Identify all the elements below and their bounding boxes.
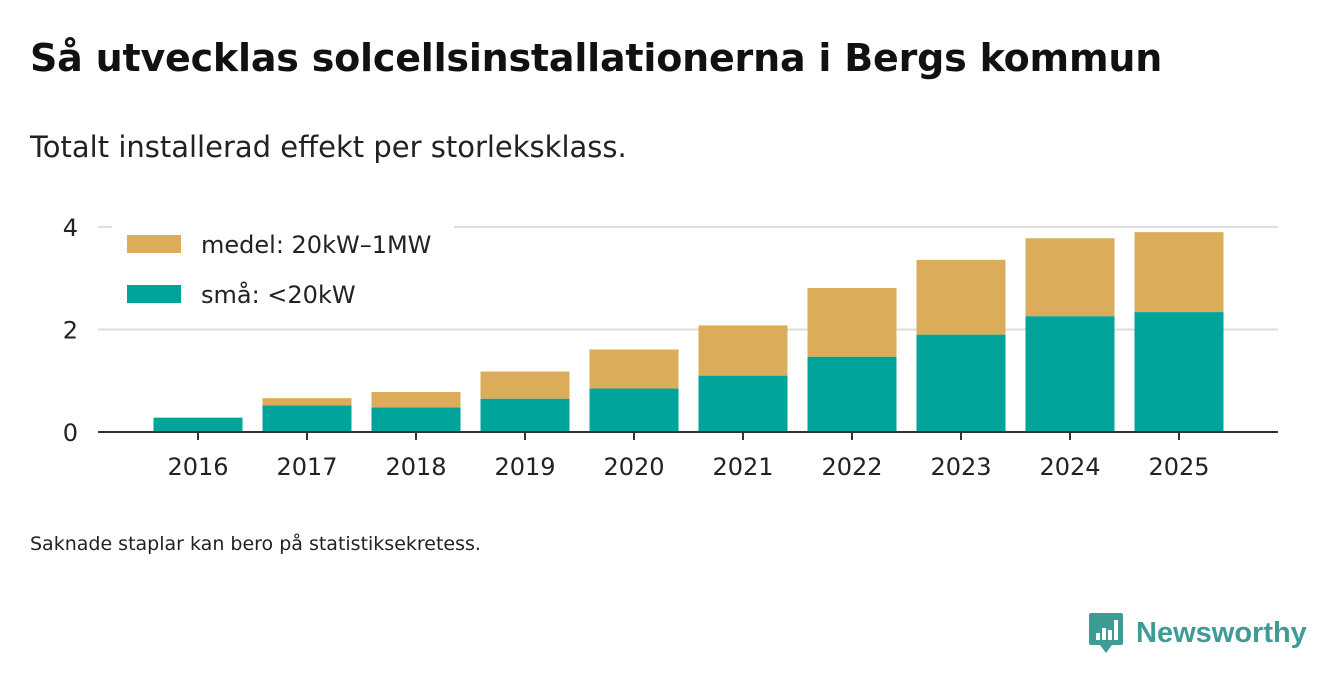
- bar-chart: 0 2 4 2016 2017 2018 2019 2020 2021 2022 2023 2024 2…: [63, 214, 1278, 481]
- x-tick-label: 2019: [494, 453, 555, 481]
- x-tick-label: 2017: [276, 453, 337, 481]
- x-tick-label: 2025: [1148, 453, 1209, 481]
- bar-sma-2018: [371, 407, 461, 432]
- chart-subtitle: Totalt installerad effekt per storlekskl…: [30, 130, 627, 164]
- y-tick-label: 0: [63, 419, 78, 447]
- bar-medel-2025: [1134, 232, 1224, 313]
- x-tick-label: 2022: [821, 453, 882, 481]
- y-tick-label: 2: [63, 317, 78, 345]
- bar-medel-2023: [916, 259, 1006, 335]
- bar-sma-2024: [1025, 316, 1115, 432]
- bar-medel-2020: [589, 349, 679, 389]
- x-tick-label: 2023: [930, 453, 991, 481]
- bar-medel-2018: [371, 392, 461, 408]
- bar-medel-2021: [698, 325, 788, 376]
- newsworthy-logo-text: Newsworthy: [1136, 616, 1307, 649]
- footnote: Saknade staplar kan bero på statistiksek…: [30, 533, 481, 555]
- legend-swatch: [127, 285, 181, 303]
- bar-medel-2017: [262, 398, 352, 406]
- x-tick-label: 2018: [385, 453, 446, 481]
- x-tick-label: 2020: [603, 453, 664, 481]
- x-tick-label: 2016: [167, 453, 228, 481]
- legend-label: medel: 20kW–1MW: [201, 231, 431, 259]
- bar-sma-2016: [153, 417, 243, 432]
- legend-label: små: <20kW: [201, 280, 356, 309]
- y-tick-label: 4: [63, 214, 78, 242]
- chart-title: Så utvecklas solcellsinstallationerna i …: [30, 36, 1163, 80]
- bar-sma-2022: [807, 356, 897, 432]
- bar-sma-2025: [1134, 312, 1224, 432]
- bar-sma-2021: [698, 375, 788, 432]
- bar-medel-2022: [807, 287, 897, 357]
- bar-sma-2019: [480, 398, 570, 432]
- bar-sma-2020: [589, 388, 679, 432]
- x-tick-label: 2021: [712, 453, 773, 481]
- x-tick-label: 2024: [1039, 453, 1100, 481]
- newsworthy-brand: Newsworthy: [1088, 610, 1307, 656]
- bar-medel-2019: [480, 371, 570, 399]
- legend-swatch: [127, 235, 181, 253]
- newsworthy-logo-icon: [1089, 613, 1123, 653]
- bar-sma-2017: [262, 405, 352, 432]
- bar-medel-2024: [1025, 238, 1115, 317]
- bar-sma-2023: [916, 334, 1006, 432]
